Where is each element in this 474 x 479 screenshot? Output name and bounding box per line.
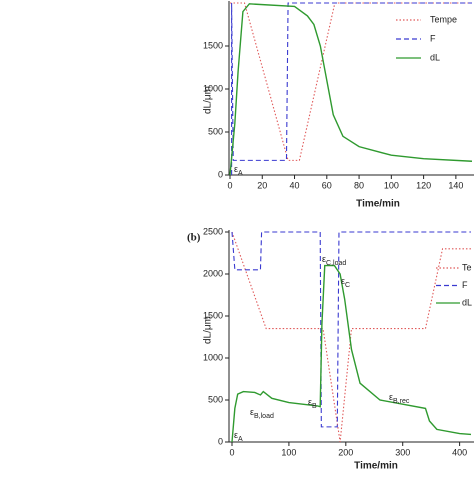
annotation-subscript: B,rec [393,398,410,405]
x-tick-label: 200 [338,447,353,457]
legend-label: F [462,280,468,290]
x-tick-label: 0 [229,447,234,457]
annotation: εA [234,164,243,176]
series-line [231,2,472,175]
annotation-symbol: ε [308,397,312,407]
x-tick-label: 0 [227,180,232,190]
x-tick-label: 120 [416,180,431,190]
y-tick-label: 1500 [203,310,223,320]
series-line [231,231,471,428]
x-axis-title: Time/min [354,461,398,472]
y-tick-label: 500 [208,394,223,404]
y-tick-label: 2000 [203,268,223,278]
annotation: εC [341,276,350,288]
annotation-subscript: A [238,436,243,443]
x-tick-label: 300 [395,447,410,457]
annotation: εA [234,430,243,442]
annotation-symbol: ε [234,430,238,440]
series-line [229,3,473,176]
x-axis-title: Time/min [356,199,400,210]
x-tick-label: 60 [322,180,332,190]
y-tick-label: 0 [218,436,223,446]
x-tick-label: 100 [281,447,296,457]
series-line [231,231,471,443]
legend-label: Tempe [430,14,457,24]
series-line [230,2,472,161]
x-tick-label: 80 [354,180,364,190]
legend-label: Te [462,262,472,272]
y-tick-label: 1500 [203,40,223,50]
annotation: εB,load [250,407,274,419]
legend-label: dL [462,297,472,307]
annotation: εC,load [322,254,346,266]
x-tick-label: 140 [448,180,463,190]
annotation-subscript: C [345,282,350,289]
x-tick-label: 100 [384,180,399,190]
annotation-symbol: ε [389,392,393,402]
y-axis-title: dL/μm [203,86,214,114]
annotation: εB [308,397,317,409]
annotation-symbol: ε [341,276,345,286]
legend-label: dL [430,52,440,62]
annotation-symbol: ε [322,254,326,264]
x-tick-label: 400 [452,447,467,457]
x-tick-label: 20 [257,180,267,190]
y-tick-label: 2500 [203,226,223,236]
annotation-subscript: A [238,170,243,177]
y-tick-label: 500 [208,126,223,136]
y-tick-label: 0 [218,169,223,179]
annotation-subscript: C,load [326,260,346,267]
y-axis-title: dL/μm [203,316,214,344]
annotation-symbol: ε [234,164,238,174]
annotation-subscript: B,load [254,413,274,420]
y-tick-label: 1000 [203,83,223,93]
annotation-symbol: ε [250,407,254,417]
y-tick-label: 1000 [203,352,223,362]
series-line [231,264,472,443]
x-tick-label: 40 [290,180,300,190]
annotation-subscript: B [312,403,317,410]
annotation: εB,rec [389,392,410,404]
legend-label: F [430,33,436,43]
panel-label: (b) [187,232,201,244]
